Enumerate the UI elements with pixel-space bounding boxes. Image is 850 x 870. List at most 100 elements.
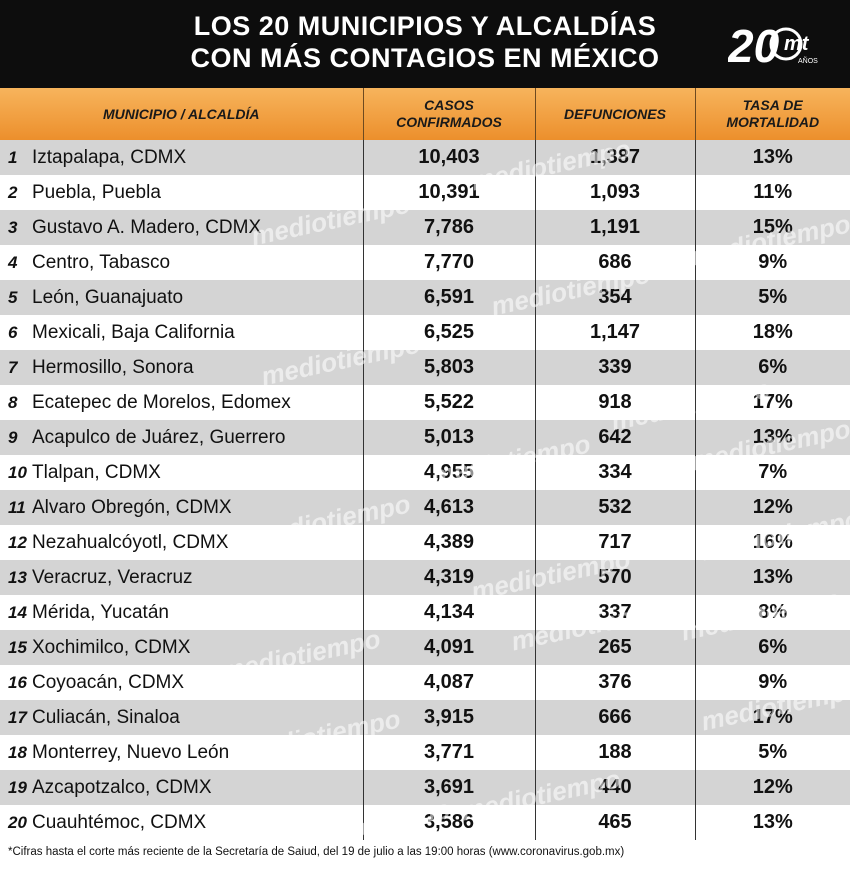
rank-number: 2 [8,182,18,202]
municipio-name: Tlalpan, CDMX [32,461,161,483]
rank-number: 12 [8,532,27,552]
municipio-name: Alvaro Obregón, CDMX [32,496,232,518]
rank-number: 8 [8,392,18,412]
casos-cell: 4,955 [363,455,536,490]
rank-number: 17 [8,707,27,727]
data-table-container: MUNICIPIO / ALCALDÍA CASOS CONFIRMADOS D… [0,88,850,840]
municipio-cell: 12 Nezahualcóyotl, CDMX [0,525,364,560]
casos-cell: 5,013 [363,420,536,455]
municipio-name: Gustavo A. Madero, CDMX [32,216,262,238]
defunciones-cell: 1,147 [535,315,696,350]
casos-cell: 5,522 [363,385,536,420]
municipio-name: Hermosillo, Sonora [32,356,194,378]
table-row: 13 Veracruz, Veracruz 4,319 570 13% [0,560,850,595]
table-row: 8 Ecatepec de Morelos, Edomex 5,522 918 17% [0,385,850,420]
rank-number: 14 [8,602,27,622]
tasa-cell: 13% [695,805,850,840]
casos-cell: 3,915 [363,700,536,735]
page-title: LOS 20 MUNICIPIOS Y ALCALDÍAS CON MÁS CO… [0,10,850,74]
defunciones-cell: 532 [535,490,696,525]
rank-number: 13 [8,567,27,587]
tasa-cell: 5% [695,280,850,315]
tasa-cell: 17% [695,700,850,735]
municipio-cell: 16 Coyoacán, CDMX [0,665,364,700]
table-row: 12 Nezahualcóyotl, CDMX 4,389 717 16% [0,525,850,560]
tasa-cell: 9% [695,245,850,280]
casos-cell: 5,803 [363,350,536,385]
tasa-cell: 13% [695,420,850,455]
municipio-cell: 11 Alvaro Obregón, CDMX [0,490,364,525]
municipio-name: Culiacán, Sinaloa [32,706,180,728]
column-header-tasa: TASA DE MORTALIDAD [695,88,850,140]
municipios-table: MUNICIPIO / ALCALDÍA CASOS CONFIRMADOS D… [0,88,850,840]
municipio-name: Coyoacán, CDMX [32,671,185,693]
rank-number: 20 [8,812,27,832]
municipio-name: Iztapalapa, CDMX [32,146,187,168]
municipio-name: Azcapotzalco, CDMX [32,776,212,798]
casos-cell: 3,771 [363,735,536,770]
table-row: 15 Xochimilco, CDMX 4,091 265 6% [0,630,850,665]
table-row: 7 Hermosillo, Sonora 5,803 339 6% [0,350,850,385]
table-row: 1 Iztapalapa, CDMX 10,403 1,387 13% [0,140,850,175]
table-body: 1 Iztapalapa, CDMX 10,403 1,387 13% 2 Puebla, … [0,140,850,840]
defunciones-cell: 465 [535,805,696,840]
municipio-cell: 15 Xochimilco, CDMX [0,630,364,665]
table-row: 6 Mexicali, Baja California 6,525 1,147 18% [0,315,850,350]
logo-text: mt [784,33,810,55]
defunciones-cell: 1,387 [535,140,696,175]
tasa-cell: 7% [695,455,850,490]
municipio-cell: 17 Culiacán, Sinaloa [0,700,364,735]
table-row: 14 Mérida, Yucatán 4,134 337 8% [0,595,850,630]
municipio-cell: 2 Puebla, Puebla [0,175,364,210]
rank-number: 10 [8,462,27,482]
municipio-cell: 7 Hermosillo, Sonora [0,350,364,385]
municipio-name: Veracruz, Veracruz [32,566,193,588]
municipio-name: Monterrey, Nuevo León [32,741,230,763]
tasa-cell: 12% [695,490,850,525]
footnote: *Cifras hasta el corte más reciente de l… [8,846,625,858]
column-header-defunciones: DEFUNCIONES [535,88,696,140]
defunciones-cell: 1,191 [535,210,696,245]
defunciones-cell: 265 [535,630,696,665]
casos-cell: 7,786 [363,210,536,245]
column-header-municipio: MUNICIPIO / ALCALDÍA [0,88,364,140]
tasa-cell: 18% [695,315,850,350]
table-row: 2 Puebla, Puebla 10,391 1,093 11% [0,175,850,210]
rank-number: 11 [8,497,26,517]
municipio-cell: 3 Gustavo A. Madero, CDMX [0,210,364,245]
municipio-name: Mexicali, Baja California [32,321,235,343]
defunciones-cell: 376 [535,665,696,700]
casos-cell: 4,319 [363,560,536,595]
table-row: 16 Coyoacán, CDMX 4,087 376 9% [0,665,850,700]
municipio-cell: 20 Cuauhtémoc, CDMX [0,805,364,840]
municipio-cell: 5 León, Guanajuato [0,280,364,315]
defunciones-cell: 334 [535,455,696,490]
casos-cell: 10,391 [363,175,536,210]
casos-cell: 4,389 [363,525,536,560]
casos-cell: 3,691 [363,770,536,805]
casos-cell: 4,134 [363,595,536,630]
table-row: 4 Centro, Tabasco 7,770 686 9% [0,245,850,280]
casos-cell: 3,586 [363,805,536,840]
tasa-cell: 13% [695,560,850,595]
table-row: 9 Acapulco de Juárez, Guerrero 5,013 642 13% [0,420,850,455]
rank-number: 3 [8,217,18,237]
tasa-cell: 16% [695,525,850,560]
table-row: 5 León, Guanajuato 6,591 354 5% [0,280,850,315]
municipio-cell: 4 Centro, Tabasco [0,245,364,280]
mt-20-anos-logo: 20 mt AÑOS [728,20,818,72]
title-line-1: LOS 20 MUNICIPIOS Y ALCALDÍAS [193,11,657,41]
defunciones-cell: 642 [535,420,696,455]
municipio-cell: 18 Monterrey, Nuevo León [0,735,364,770]
rank-number: 6 [8,322,18,342]
logo-sub: AÑOS [798,56,818,65]
table-row: 11 Alvaro Obregón, CDMX 4,613 532 12% [0,490,850,525]
rank-number: 4 [8,252,18,272]
table-row: 20 Cuauhtémoc, CDMX 3,586 465 13% [0,805,850,840]
casos-cell: 4,091 [363,630,536,665]
table-row: 10 Tlalpan, CDMX 4,955 334 7% [0,455,850,490]
municipio-cell: 1 Iztapalapa, CDMX [0,140,364,175]
municipio-name: Xochimilco, CDMX [32,636,191,658]
tasa-cell: 17% [695,385,850,420]
tasa-cell: 15% [695,210,850,245]
